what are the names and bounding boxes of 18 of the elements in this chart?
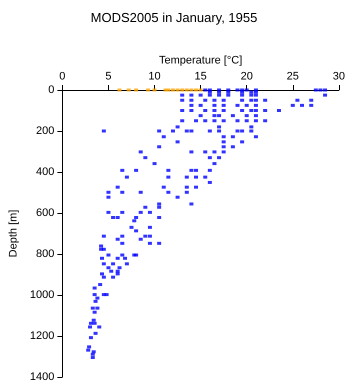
chart-title: MODS2005 in January, 1955	[90, 10, 258, 25]
y-tick-label: 1200	[30, 330, 54, 342]
x-tick-label: 25	[286, 70, 299, 82]
x-tick-label: 15	[194, 70, 207, 82]
x-tick-label: 10	[148, 70, 161, 82]
x-tick-label: 20	[240, 70, 253, 82]
y-tick-label: 800	[36, 248, 54, 260]
y-tick-label: 1000	[30, 289, 54, 301]
y-tick-label: 400	[36, 166, 54, 178]
y-tick-label: 0	[48, 84, 54, 96]
x-tick-label: 5	[105, 70, 112, 82]
y-axis-title: Depth [m]	[8, 210, 20, 258]
y-tick-label: 600	[36, 207, 54, 219]
x-tick-label: 30	[332, 70, 346, 82]
y-tick-label: 200	[36, 125, 54, 137]
x-axis-title: Temperature [°C]	[158, 54, 242, 67]
x-tick-label: 0	[59, 70, 66, 82]
y-tick-label: 1400	[30, 371, 54, 383]
